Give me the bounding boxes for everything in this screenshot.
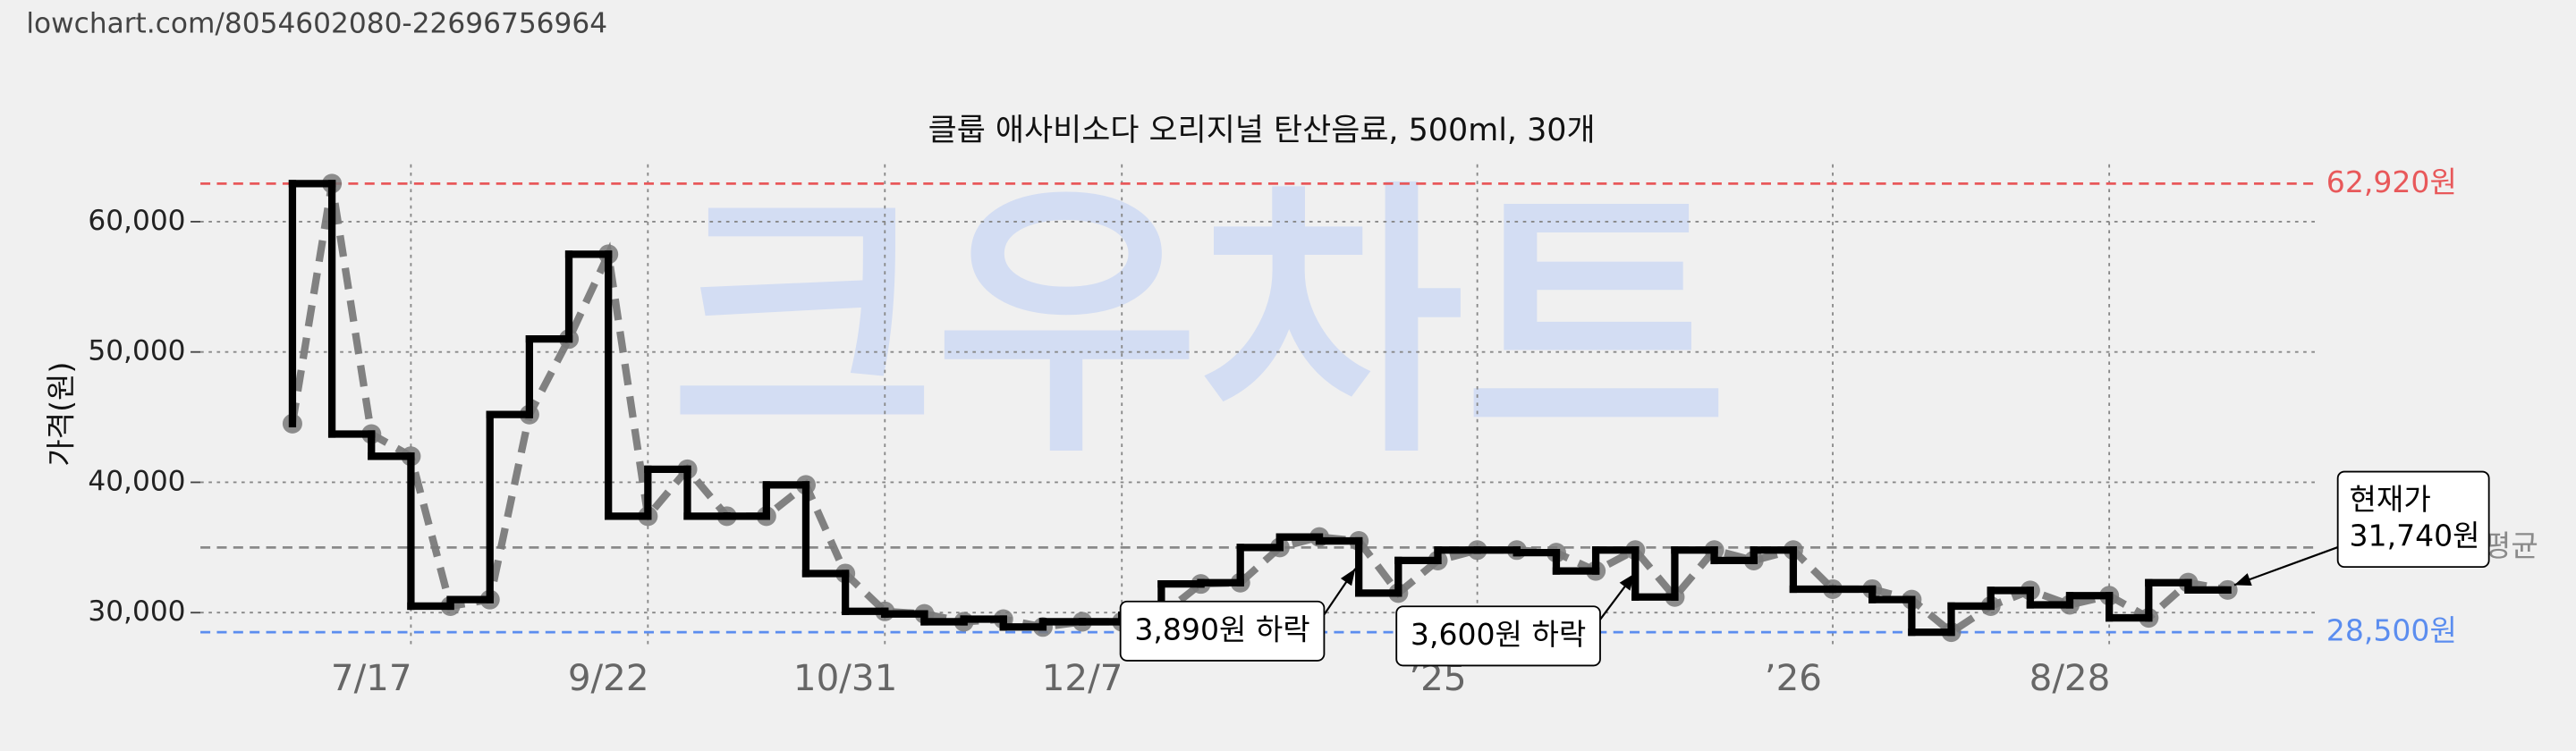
arrow-head (1619, 573, 1635, 591)
arrow-head (1340, 568, 1356, 586)
annotation-box (1395, 605, 1601, 667)
reference-label: 28,500원 (2326, 613, 2457, 648)
x-tick-label: 9/22 (568, 656, 649, 699)
annotation-text: 3,600원 하락 (1411, 617, 1586, 652)
annotation-text: 3,890원 하락 (1134, 612, 1309, 646)
arrow-head (2233, 573, 2252, 586)
annotation-box (2336, 470, 2490, 569)
watermark: 크우차트 (670, 157, 1728, 492)
annotation-text: 현재가 (2350, 482, 2431, 517)
x-tick-label: 7/17 (331, 656, 412, 699)
x-tick-label: 8/28 (2029, 656, 2111, 699)
y-tick-label: 60,000 (88, 205, 185, 237)
x-tick-label: 12/7 (1042, 656, 1123, 699)
y-tick-label: 30,000 (88, 595, 185, 628)
annotation-box (1119, 600, 1326, 662)
x-tick-label: 10/31 (793, 656, 897, 699)
y-tick-label: 40,000 (88, 465, 185, 497)
y-axis-label: 가격(원) (43, 362, 78, 467)
reference-label: 평균 (2484, 528, 2538, 563)
reference-label: 62,920원 (2326, 165, 2457, 199)
url: lowchart.com/8054602080-22696756964 (26, 8, 607, 40)
x-tick-label: ’26 (1765, 656, 1822, 699)
chart-title: 클룹 애사비소다 오리지널 탄산음료, 500ml, 30개 (928, 113, 1596, 148)
y-tick-label: 50,000 (88, 335, 185, 367)
annotation-arrow (2233, 546, 2339, 586)
annotation-text: 31,740원 (2350, 519, 2480, 553)
